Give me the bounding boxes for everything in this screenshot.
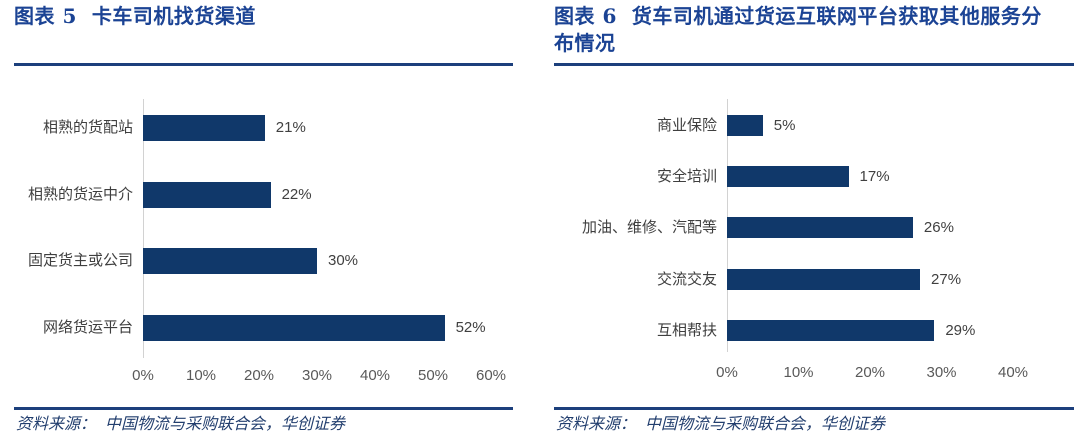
bar-category-label: 网络货运平台 bbox=[42, 319, 133, 336]
bar-category-label: 相熟的货配站 bbox=[42, 119, 133, 136]
x-tick-label: 20% bbox=[854, 364, 886, 381]
x-tick-label: 40% bbox=[997, 364, 1029, 381]
y-axis-line bbox=[143, 99, 144, 358]
bar bbox=[143, 248, 317, 274]
bar-value-label: 29% bbox=[945, 321, 976, 339]
figure-5-title-text: 卡车司机找货渠道 bbox=[91, 4, 256, 28]
figure-5-panel: 图表 5 卡车司机找货渠道 相熟的货配站 21% 相熟的货运中介 22% 固定货主或公司 3… bbox=[14, 0, 513, 444]
x-tick-label: 50% bbox=[417, 367, 449, 384]
x-tick-label: 10% bbox=[185, 367, 217, 384]
figure-5-top-rule bbox=[14, 63, 513, 66]
bar bbox=[727, 217, 913, 238]
bar-value-label: 27% bbox=[931, 270, 962, 288]
figure-5-label: 图表 5 bbox=[14, 4, 77, 28]
figure-5-source-text: 中国物流与采购联合会，华创证券 bbox=[105, 414, 346, 433]
figure-6-top-rule bbox=[554, 63, 1074, 66]
bar bbox=[727, 320, 935, 341]
bar bbox=[143, 182, 271, 208]
figure-5-chart: 相熟的货配站 21% 相熟的货运中介 22% 固定货主或公司 30% 网络货运平台 52% 0%… bbox=[14, 0, 513, 400]
bar-category-label: 固定货主或公司 bbox=[27, 252, 133, 269]
figure-6-title: 图表 6 货车司机通过货运互联网平台获取其他服务分布情况 bbox=[554, 3, 1060, 57]
bar bbox=[727, 115, 763, 136]
bar-value-label: 30% bbox=[328, 252, 359, 269]
bar-category-label: 交流交友 bbox=[656, 270, 717, 288]
x-tick-label: 60% bbox=[475, 367, 507, 384]
bar bbox=[727, 166, 849, 187]
bar-value-label: 52% bbox=[455, 319, 486, 336]
figure-6-source-text: 中国物流与采购联合会，华创证券 bbox=[645, 414, 886, 433]
figure-6-panel: 图表 6 货车司机通过货运互联网平台获取其他服务分布情况 商业保险 5% 安全培训 17… bbox=[554, 0, 1074, 444]
x-tick-label: 20% bbox=[243, 367, 275, 384]
bar-category-label: 商业保险 bbox=[656, 116, 717, 134]
bar-category-label: 相熟的货运中介 bbox=[27, 186, 133, 203]
bar bbox=[727, 269, 921, 290]
x-tick-label: 0% bbox=[716, 364, 738, 381]
figure-6-bottom-rule bbox=[554, 407, 1074, 410]
x-tick-label: 30% bbox=[926, 364, 957, 381]
figure-5-source: 资料来源： 中国物流与采购联合会，华创证券 bbox=[16, 413, 345, 435]
figure-5-source-prefix: 资料来源： bbox=[16, 414, 97, 433]
bar-value-label: 17% bbox=[859, 167, 890, 185]
bar-category-label: 加油、维修、汽配等 bbox=[581, 218, 717, 236]
bar-value-label: 5% bbox=[773, 116, 796, 134]
x-tick-label: 30% bbox=[301, 367, 333, 384]
figure-6-source: 资料来源： 中国物流与采购联合会，华创证券 bbox=[556, 413, 885, 435]
x-tick-label: 40% bbox=[359, 367, 391, 384]
figure-6-label: 图表 6 bbox=[554, 4, 617, 28]
figure-6-title-text: 货车司机通过货运互联网平台获取其他服务分布情况 bbox=[554, 4, 1042, 55]
bar-value-label: 26% bbox=[923, 218, 954, 236]
bar-category-label: 安全培训 bbox=[656, 167, 717, 185]
bar-value-label: 22% bbox=[281, 186, 312, 203]
bar-value-label: 21% bbox=[275, 119, 306, 136]
x-tick-label: 10% bbox=[783, 364, 814, 381]
bar bbox=[143, 115, 265, 141]
bar bbox=[143, 315, 445, 341]
figure-6-source-prefix: 资料来源： bbox=[556, 414, 637, 433]
bar-category-label: 互相帮扶 bbox=[656, 321, 717, 339]
figure-5-title: 图表 5 卡车司机找货渠道 bbox=[14, 3, 256, 30]
x-tick-label: 0% bbox=[132, 367, 154, 384]
figure-5-bottom-rule bbox=[14, 407, 513, 410]
figure-6-chart: 商业保险 5% 安全培训 17% 加油、维修、汽配等 26% 交流交友 27% 互相帮扶 29% 0… bbox=[554, 0, 1074, 400]
